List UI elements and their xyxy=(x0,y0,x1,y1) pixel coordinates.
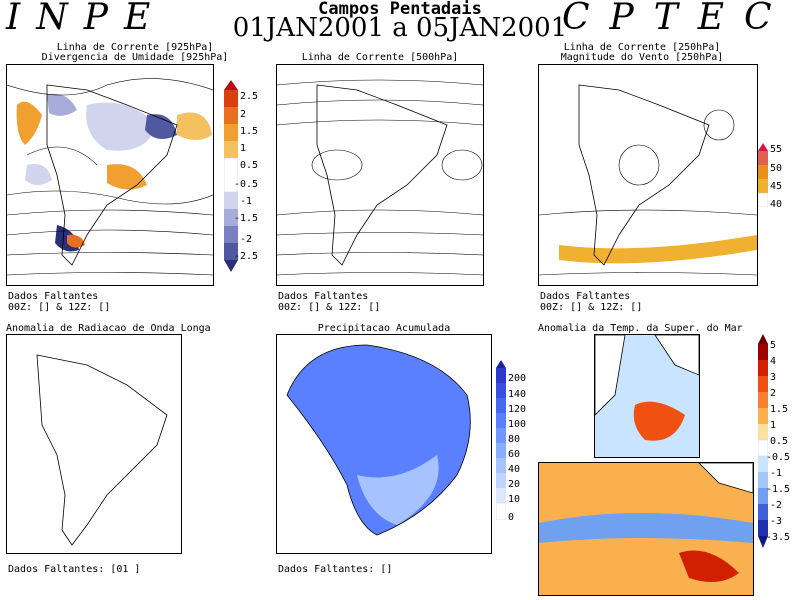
p6-colorbar xyxy=(758,334,768,558)
p4-map xyxy=(6,334,182,554)
p3-cb-label-2: 45 xyxy=(770,181,783,192)
p5-cb-label-4: 80 xyxy=(508,434,521,445)
p5-cb-label-3: 100 xyxy=(508,419,527,430)
p5-cb-label-8: 10 xyxy=(508,494,521,505)
p5-cb-label-9: 0 xyxy=(508,512,515,523)
p5-title-line1: Precipitacao Acumulada xyxy=(317,323,451,334)
p5-continent-outline xyxy=(286,344,471,536)
p6-cb-label-11: -3 xyxy=(770,516,783,527)
p3-colorbar xyxy=(758,143,768,207)
cptec-brand: CPTEC xyxy=(562,0,792,38)
p1-cb-label-4: 0.5 xyxy=(240,160,259,171)
p2-title-line1: Linha de Corrente [500hPa] xyxy=(301,52,459,63)
p1-cb-label-9: -2.5 xyxy=(234,251,259,262)
p3-footer-line1: Dados Faltantes xyxy=(540,291,631,302)
p1-cb-label-0: 2.5 xyxy=(240,91,259,102)
p5-cb-label-2: 120 xyxy=(508,404,527,415)
p1-cb-label-3: 1 xyxy=(240,143,247,154)
p2-map-svg xyxy=(277,79,483,276)
p6-cb-label-10: -2 xyxy=(770,500,783,511)
p1-cb-label-5: -0.5 xyxy=(234,179,259,190)
p1-title-line1: Linha de Corrente [925hPa] xyxy=(56,42,214,53)
p1-cb-label-1: 2 xyxy=(240,109,247,120)
p5-colorbar-svg xyxy=(496,360,506,520)
p3-title-line1: Linha de Corrente [250hPa] xyxy=(563,42,721,53)
p6-atlantic-map xyxy=(594,334,700,458)
p3-continent-outline xyxy=(578,84,710,266)
p6-title-line1: Anomalia da Temp. da Super. do Mar xyxy=(538,323,743,334)
p5-cb-label-5: 60 xyxy=(508,449,521,460)
p5-cb-label-1: 140 xyxy=(508,389,527,400)
p6-cb-label-12: -3.5 xyxy=(766,532,791,543)
p6-cb-label-9: -1.5 xyxy=(766,484,791,495)
p3-jet-stream-fill xyxy=(559,235,757,264)
p1-footer-line1: Dados Faltantes xyxy=(8,291,99,302)
p3-footer-line2: 00Z: [] & 12Z: [] xyxy=(540,302,643,313)
p5-cb-label-7: 20 xyxy=(508,479,521,490)
p1-footer-line2: 00Z: [] & 12Z: [] xyxy=(8,302,111,313)
p6-cb-label-6: 0.5 xyxy=(770,436,789,447)
p6-cb-label-8: -1 xyxy=(770,468,783,479)
p6-colorbar-svg xyxy=(758,334,768,548)
p1-anomaly-fill xyxy=(16,94,212,252)
p3-map-svg xyxy=(539,84,757,276)
p1-continent-outline xyxy=(46,84,178,266)
p1-cb-label-7: -1.5 xyxy=(234,213,259,224)
p5-map-svg xyxy=(286,344,471,536)
p3-cb-label-1: 50 xyxy=(770,163,783,174)
p1-cb-label-2: 1.5 xyxy=(240,126,259,137)
p4-title-line1: Anomalia de Radiacao de Onda Longa xyxy=(6,323,211,334)
p1-cb-label-8: -2 xyxy=(240,234,253,245)
p1-colorbar xyxy=(224,80,238,272)
p1-cb-label-6: -1 xyxy=(240,196,253,207)
p6-cb-label-2: 3 xyxy=(770,372,777,383)
p6-cb-label-3: 2 xyxy=(770,388,777,399)
p2-footer-line1: Dados Faltantes xyxy=(278,291,369,302)
p4-footer-line1: Dados Faltantes: [01 ] xyxy=(8,564,141,575)
p1-title-line2: Divergencia de Umidade [925hPa] xyxy=(41,52,229,63)
p2-map xyxy=(276,64,484,286)
inpe-brand: INPE xyxy=(6,0,167,38)
p5-cb-label-0: 200 xyxy=(508,373,527,384)
p3-colorbar-svg xyxy=(758,143,768,207)
p1-streamlines xyxy=(7,78,213,276)
p6-cb-label-4: 1.5 xyxy=(770,404,789,415)
main-title: Campos Pentadais xyxy=(318,0,482,19)
p5-footer-line1: Dados Faltantes: [] xyxy=(278,564,393,575)
p6-cb-label-7: -0.5 xyxy=(766,452,791,463)
p4-map-svg xyxy=(36,354,168,546)
p3-streamlines xyxy=(539,109,757,276)
p2-streamlines xyxy=(277,79,483,276)
p5-cb-label-6: 40 xyxy=(508,464,521,475)
p6-pacific-map xyxy=(538,462,754,596)
p2-footer-line2: 00Z: [] & 12Z: [] xyxy=(278,302,381,313)
p3-title-line2: Magnitude do Vento [250hPa] xyxy=(560,52,724,63)
p5-precip-fill-light xyxy=(357,455,439,525)
p1-colorbar-svg xyxy=(224,80,238,272)
p2-continent-outline xyxy=(316,84,448,266)
period-title: 01JAN2001 a 05JAN2001 xyxy=(232,13,568,43)
p4-continent-outline xyxy=(36,354,168,546)
p3-cb-label-3: 40 xyxy=(770,199,783,210)
p5-map xyxy=(276,334,492,554)
p1-map xyxy=(6,64,214,286)
p3-map xyxy=(538,64,758,286)
p6-cb-label-5: 1 xyxy=(770,420,777,431)
p6-pacific-svg xyxy=(539,463,753,595)
p6-cb-label-0: 5 xyxy=(770,340,777,351)
p6-cb-label-1: 4 xyxy=(770,356,777,367)
p5-colorbar xyxy=(496,360,506,520)
p3-cb-label-0: 55 xyxy=(770,144,783,155)
p6-atlantic-svg xyxy=(595,335,699,457)
p1-map-svg xyxy=(7,78,213,276)
